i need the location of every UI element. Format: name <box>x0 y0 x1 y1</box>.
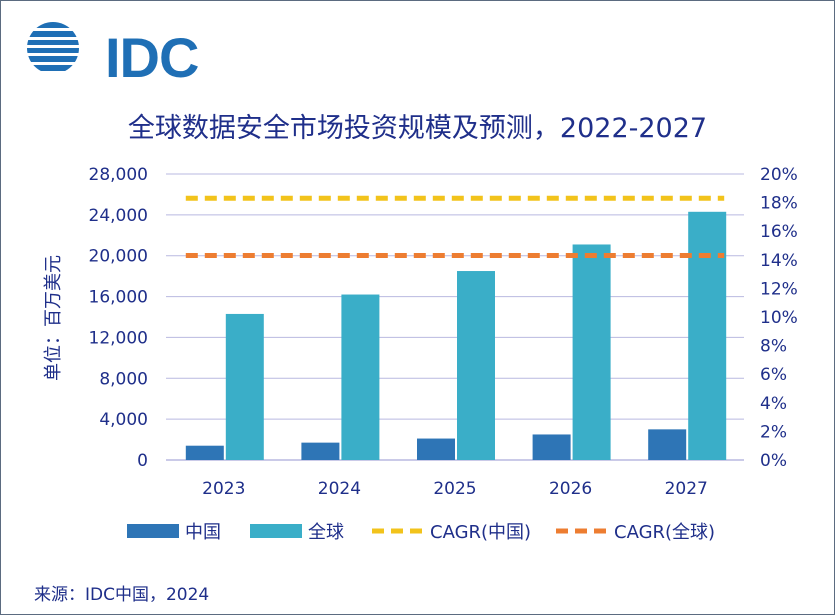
logo-text: IDC <box>105 26 199 89</box>
y2-tick-label: 14% <box>760 251 798 271</box>
y2-tick-label: 2% <box>760 422 787 442</box>
legend-label-china: 中国 <box>185 522 221 543</box>
x-tick-label: 2027 <box>665 479 708 499</box>
y2-tick-label: 8% <box>760 337 787 357</box>
y-tick-label: 24,000 <box>89 206 148 226</box>
y2-tick-label: 4% <box>760 394 787 414</box>
legend-swatch-china <box>127 524 179 538</box>
x-tick-label: 2026 <box>549 479 592 499</box>
y2-tick-label: 16% <box>760 222 798 242</box>
bar-global <box>572 244 611 460</box>
x-tick-label: 2024 <box>318 479 361 499</box>
y2-tick-label: 6% <box>760 365 787 385</box>
legend-label-cagr-china: CAGR(中国) <box>430 522 531 543</box>
y2-tick-label: 10% <box>760 308 798 328</box>
y2-tick-label: 0% <box>760 451 787 471</box>
y-tick-label: 16,000 <box>89 288 148 308</box>
x-tick-label: 2023 <box>202 479 245 499</box>
idc-logo: IDC <box>25 18 205 88</box>
x-tick-label: 2025 <box>433 479 476 499</box>
chart-title: 全球数据安全市场投资规模及预测，2022-2027 <box>127 113 708 144</box>
legend-label-cagr-global: CAGR(全球) <box>614 522 715 543</box>
y2-tick-label: 12% <box>760 279 798 299</box>
bar-china <box>417 438 455 460</box>
y-tick-label: 12,000 <box>89 328 148 348</box>
y2-tick-label: 18% <box>760 194 798 214</box>
y-tick-label: 0 <box>137 451 148 471</box>
bar-china <box>185 445 224 460</box>
y-tick-label: 20,000 <box>89 247 148 267</box>
source-note: 来源：IDC中国，2024 <box>34 585 210 605</box>
y-tick-label: 28,000 <box>89 165 148 185</box>
globe-icon <box>27 22 79 71</box>
bar-global <box>688 211 727 460</box>
bar-china <box>301 442 340 460</box>
bar-global <box>341 294 380 460</box>
y-tick-label: 8,000 <box>99 369 148 389</box>
bar-china <box>532 434 571 460</box>
legend-swatch-global <box>250 524 302 538</box>
y-tick-label: 4,000 <box>99 410 148 430</box>
bar-global <box>225 313 264 460</box>
bar-global <box>457 271 495 460</box>
bar-china <box>648 429 687 460</box>
legend-label-global: 全球 <box>308 522 344 543</box>
y2-tick-label: 20% <box>760 165 798 185</box>
